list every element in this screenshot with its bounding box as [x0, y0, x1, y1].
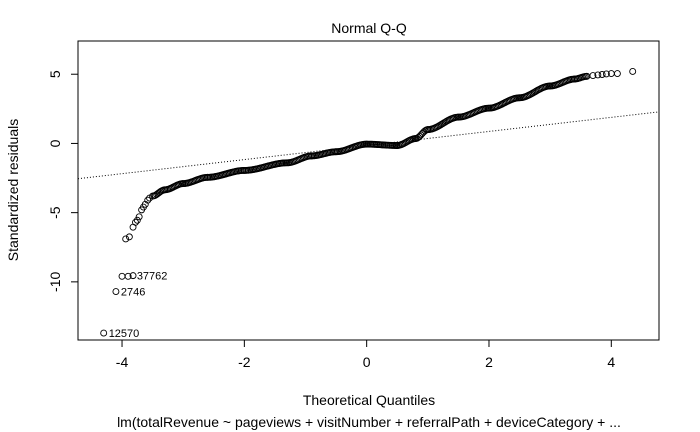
data-point: [125, 233, 133, 241]
y-tick-label: -10: [47, 272, 63, 292]
x-tick-label: -4: [116, 354, 129, 370]
data-point: [133, 216, 141, 224]
x-tick-label: 4: [607, 354, 615, 370]
data-point: [129, 223, 137, 231]
data-point: [118, 272, 126, 280]
data-point: [598, 71, 606, 78]
data-points-layer: [100, 67, 637, 337]
data-point: [613, 70, 621, 77]
chart-title: Normal Q-Q: [331, 20, 407, 36]
data-point: [589, 72, 597, 80]
y-tick-label: 5: [47, 70, 63, 78]
data-point: [112, 288, 120, 295]
point-labels-layer: 37762 2746 12570: [109, 271, 168, 340]
axes-layer: -4 -2 0 2 4 -10 -5 0 5: [47, 70, 615, 370]
data-point: [138, 206, 146, 214]
data-point: [629, 67, 637, 75]
chart-subtitle: lm(totalRevenue ~ pageviews + visitNumbe…: [117, 414, 621, 430]
y-tick-label: -5: [47, 206, 63, 219]
data-point: [122, 235, 130, 243]
x-tick-label: -2: [238, 354, 251, 370]
data-point: [594, 71, 602, 79]
data-point: [129, 272, 137, 280]
point-label: 12570: [109, 328, 140, 340]
data-point: [146, 194, 154, 202]
data-point: [100, 329, 108, 337]
y-axis-label: Standardized residuals: [5, 119, 21, 261]
data-point: [602, 70, 610, 78]
point-label: 2746: [121, 287, 145, 299]
x-axis-label: Theoretical Quantiles: [303, 392, 435, 408]
data-point: [135, 213, 143, 221]
point-label: 37762: [137, 271, 168, 283]
x-tick-label: 2: [485, 354, 493, 370]
y-tick-label: 0: [47, 139, 63, 147]
x-tick-label: 0: [363, 354, 371, 370]
